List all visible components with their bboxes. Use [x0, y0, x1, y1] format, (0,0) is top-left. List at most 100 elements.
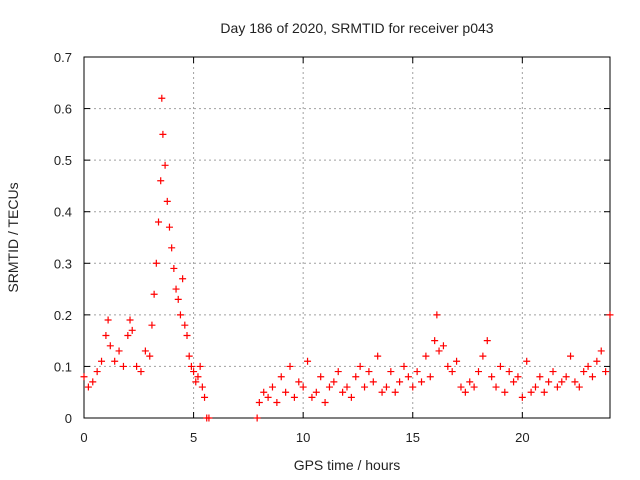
data-point — [606, 311, 614, 319]
x-axis-label: GPS time / hours — [294, 457, 401, 473]
plot-frame — [83, 56, 611, 419]
data-point — [352, 373, 360, 381]
data-point — [343, 383, 351, 391]
data-point — [457, 383, 465, 391]
data-point — [163, 197, 171, 205]
data-point — [255, 399, 263, 407]
data-point — [501, 388, 509, 396]
y-tick-label: 0.5 — [54, 153, 72, 168]
data-point — [453, 357, 461, 365]
y-tick-label: 0.7 — [54, 50, 72, 65]
data-point — [89, 378, 97, 386]
data-point — [152, 259, 160, 267]
data-point — [111, 357, 119, 365]
data-point — [205, 414, 213, 422]
data-point — [439, 342, 447, 350]
data-point — [496, 362, 504, 370]
data-point — [536, 373, 544, 381]
x-tick-label: 10 — [296, 430, 310, 445]
data-point — [102, 331, 110, 339]
data-point — [580, 368, 588, 376]
data-point — [115, 347, 123, 355]
data-point — [492, 383, 500, 391]
data-point — [308, 393, 316, 401]
data-point — [104, 316, 112, 324]
y-tick-label: 0.4 — [54, 205, 72, 220]
data-point — [514, 373, 522, 381]
data-point — [433, 311, 441, 319]
data-point — [295, 378, 303, 386]
data-point — [545, 378, 553, 386]
data-point — [133, 362, 141, 370]
data-point — [148, 321, 156, 329]
data-point — [170, 264, 178, 272]
data-point — [201, 393, 209, 401]
y-tick-label: 0.6 — [54, 102, 72, 117]
data-point — [510, 378, 518, 386]
data-point — [461, 388, 469, 396]
data-point — [387, 368, 395, 376]
data-point — [378, 388, 386, 396]
data-point — [431, 337, 439, 345]
data-point — [176, 311, 184, 319]
data-point — [317, 373, 325, 381]
data-point — [155, 218, 163, 226]
data-point — [80, 373, 88, 381]
data-point — [192, 378, 200, 386]
data-point — [312, 388, 320, 396]
data-point — [593, 357, 601, 365]
data-point — [374, 352, 382, 360]
data-point — [396, 378, 404, 386]
y-tick-label: 0 — [65, 411, 72, 426]
data-points — [80, 94, 614, 422]
data-point — [179, 275, 187, 283]
data-point — [488, 373, 496, 381]
x-tick-label: 15 — [406, 430, 420, 445]
data-point — [253, 414, 261, 422]
data-point — [268, 383, 276, 391]
data-point — [475, 368, 482, 376]
data-point — [98, 357, 106, 365]
data-point — [157, 177, 165, 185]
data-point — [470, 383, 478, 391]
data-point — [321, 399, 329, 407]
data-point — [553, 383, 561, 391]
data-point — [571, 378, 579, 386]
data-point — [391, 388, 399, 396]
data-point — [106, 342, 114, 350]
data-point — [400, 362, 408, 370]
data-point — [466, 378, 474, 386]
data-point — [518, 393, 526, 401]
data-point — [483, 337, 491, 345]
data-point — [505, 368, 513, 376]
data-point — [168, 244, 176, 252]
data-point — [174, 295, 182, 303]
data-point — [382, 383, 390, 391]
data-point — [540, 388, 548, 396]
data-point — [185, 352, 193, 360]
data-point — [196, 362, 204, 370]
data-point — [597, 347, 605, 355]
data-point — [198, 383, 206, 391]
data-point — [260, 388, 268, 396]
y-tick-label: 0.1 — [54, 359, 72, 374]
data-point — [361, 383, 369, 391]
data-point — [161, 161, 169, 169]
y-tick-label: 0.2 — [54, 308, 72, 323]
data-point — [194, 373, 202, 381]
data-point — [84, 383, 92, 391]
data-point — [404, 373, 412, 381]
axis-ticks: 0 0.1 0.2 0.3 0.4 0.5 0.6 0.7 0 5 10 15 20 — [54, 50, 610, 445]
data-point — [347, 393, 355, 401]
data-point — [187, 362, 195, 370]
data-point — [527, 388, 535, 396]
data-point — [334, 368, 342, 376]
data-point — [584, 362, 592, 370]
data-point — [444, 362, 452, 370]
data-point — [126, 316, 134, 324]
data-point — [531, 383, 539, 391]
data-point — [299, 383, 307, 391]
data-point — [273, 399, 281, 407]
data-point — [523, 357, 531, 365]
data-point — [339, 388, 347, 396]
